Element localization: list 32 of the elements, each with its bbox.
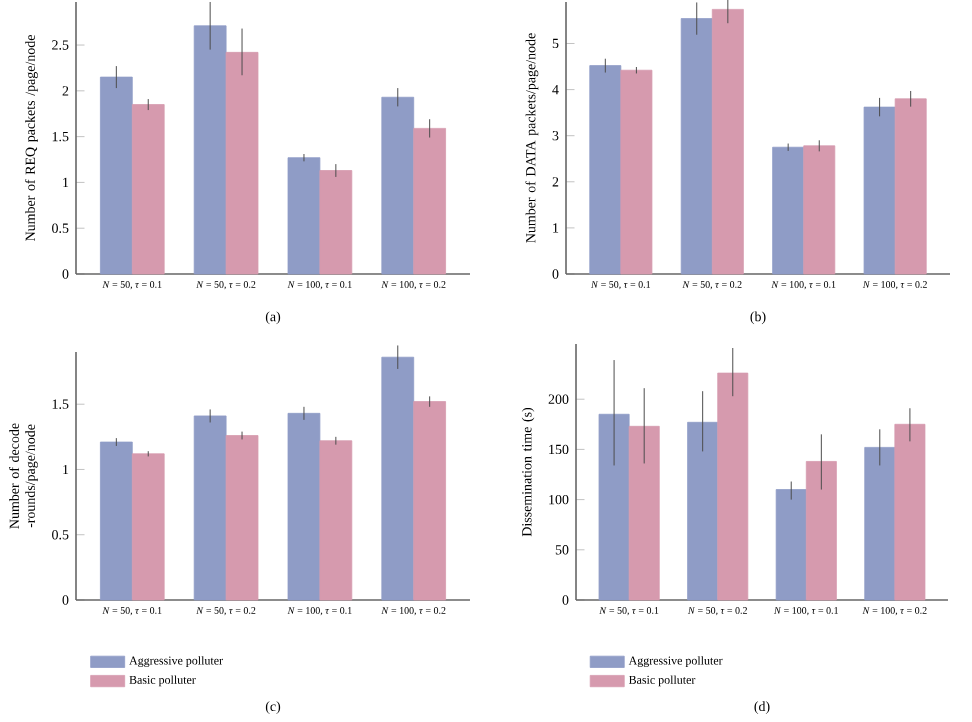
bar — [381, 96, 415, 275]
bar — [711, 8, 744, 275]
bar — [894, 423, 926, 601]
bar — [598, 413, 630, 601]
bar — [225, 51, 259, 275]
bar — [620, 69, 653, 275]
bar — [717, 372, 749, 601]
bar — [805, 461, 837, 601]
bar — [803, 145, 836, 275]
bar — [193, 25, 227, 275]
bar — [287, 412, 321, 601]
bar — [381, 356, 415, 601]
bar — [225, 435, 259, 601]
bar — [894, 98, 927, 275]
bar — [687, 421, 719, 601]
bar — [319, 170, 353, 275]
bar — [863, 106, 896, 275]
bar — [319, 440, 353, 601]
bar — [772, 146, 805, 275]
bar — [413, 127, 446, 275]
bar — [131, 104, 165, 275]
bar — [775, 489, 807, 601]
bar — [99, 76, 133, 275]
bar — [413, 401, 446, 601]
bar — [131, 453, 165, 601]
bar — [864, 447, 896, 601]
bar — [680, 18, 713, 275]
bar — [589, 65, 622, 275]
bar — [99, 441, 133, 601]
bar — [193, 415, 227, 601]
bar — [628, 425, 660, 601]
bar — [287, 157, 321, 275]
